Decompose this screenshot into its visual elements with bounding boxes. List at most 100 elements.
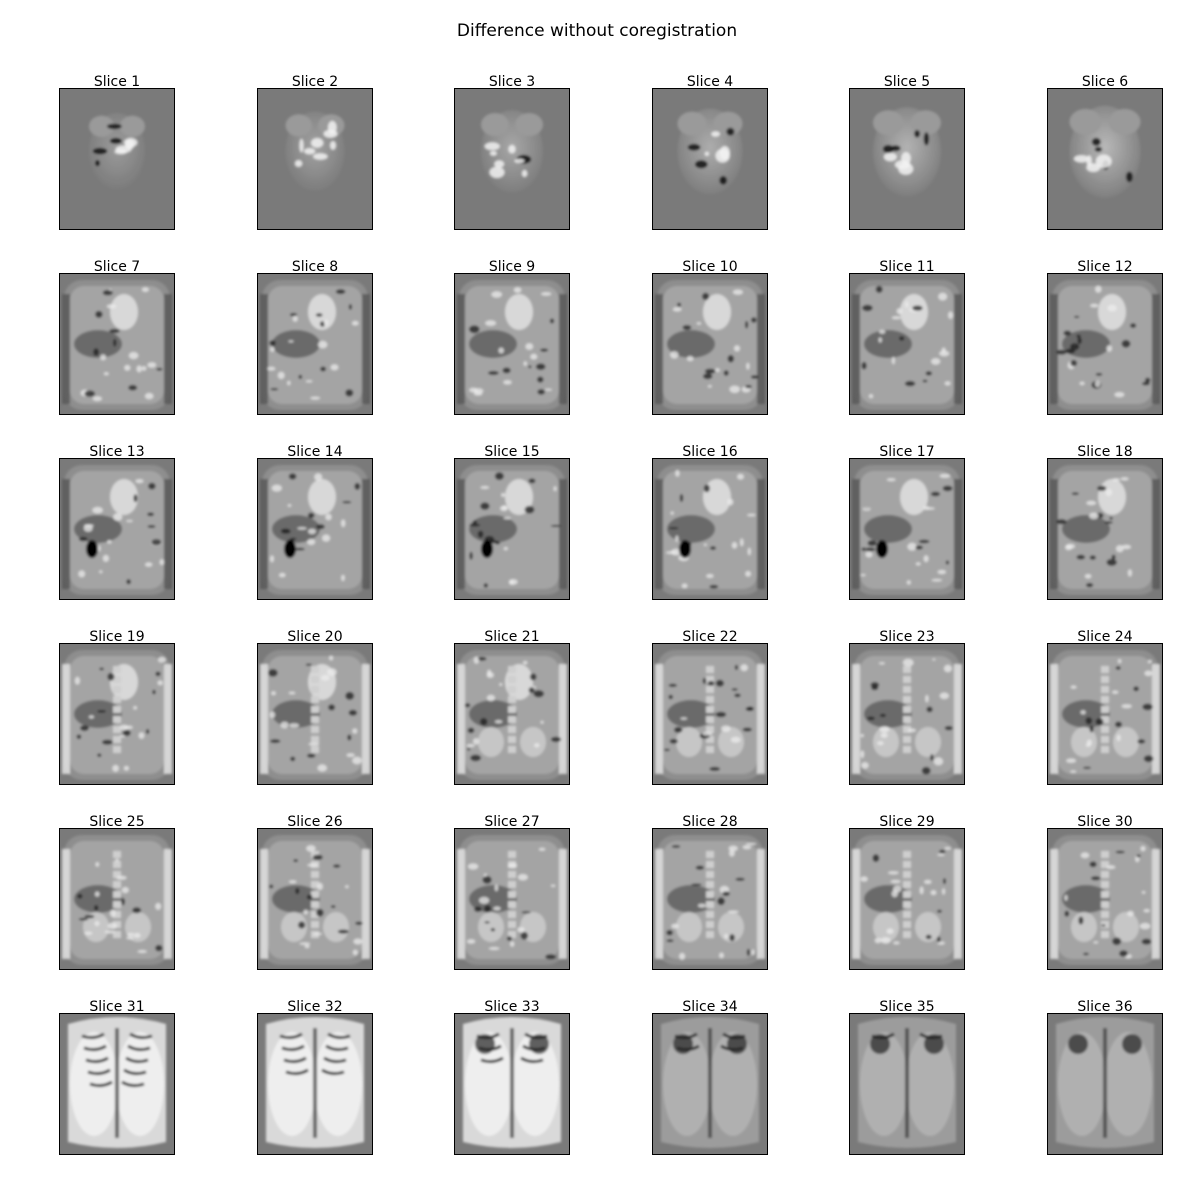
figure-title: Difference without coregistration	[456, 21, 738, 41]
slice-image	[849, 458, 965, 600]
slice-title: Slice 5	[883, 74, 931, 90]
slice-title: Slice 29	[879, 814, 935, 830]
slice-panel: Slice 7	[59, 259, 175, 419]
slice-title: Slice 17	[879, 444, 935, 460]
slice-image	[652, 1013, 768, 1155]
slice-image	[454, 643, 570, 785]
slice-panel: Slice 12	[1047, 259, 1163, 419]
slice-panel: Slice 31	[59, 999, 175, 1159]
slice-image	[1047, 458, 1163, 600]
slice-panel: Slice 4	[652, 74, 768, 234]
slice-image	[652, 458, 768, 600]
slice-panel: Slice 25	[59, 814, 175, 974]
slice-title: Slice 18	[1077, 444, 1133, 460]
slice-title: Slice 15	[484, 444, 540, 460]
slice-title: Slice 12	[1077, 259, 1133, 275]
slice-image	[849, 1013, 965, 1155]
slice-title: Slice 26	[287, 814, 343, 830]
slice-title: Slice 8	[291, 259, 339, 275]
slice-image	[59, 1013, 175, 1155]
slice-image	[454, 88, 570, 230]
slice-title: Slice 23	[879, 629, 935, 645]
slice-image	[257, 1013, 373, 1155]
slice-title: Slice 28	[682, 814, 738, 830]
slice-image	[1047, 88, 1163, 230]
slice-panel: Slice 10	[652, 259, 768, 419]
slice-panel: Slice 26	[257, 814, 373, 974]
slice-image	[257, 828, 373, 970]
slice-panel: Slice 1	[59, 74, 175, 234]
slice-panel: Slice 14	[257, 444, 373, 604]
slice-title: Slice 19	[89, 629, 145, 645]
slice-image	[849, 88, 965, 230]
slice-title: Slice 11	[879, 259, 935, 275]
slice-title: Slice 27	[484, 814, 540, 830]
slice-panel: Slice 17	[849, 444, 965, 604]
slice-panel: Slice 34	[652, 999, 768, 1159]
slice-image	[454, 458, 570, 600]
slice-title: Slice 13	[89, 444, 145, 460]
slice-panel: Slice 6	[1047, 74, 1163, 234]
slice-panel: Slice 2	[257, 74, 373, 234]
slice-image	[257, 273, 373, 415]
slice-image	[652, 88, 768, 230]
slice-title: Slice 4	[686, 74, 734, 90]
slice-image	[652, 828, 768, 970]
slice-image	[849, 828, 965, 970]
slice-panel: Slice 16	[652, 444, 768, 604]
slice-panel: Slice 35	[849, 999, 965, 1159]
slice-image	[59, 458, 175, 600]
slice-panel: Slice 3	[454, 74, 570, 234]
slice-panel: Slice 28	[652, 814, 768, 974]
slice-image	[257, 643, 373, 785]
slice-title: Slice 2	[291, 74, 339, 90]
slice-title: Slice 33	[484, 999, 540, 1015]
slice-panel: Slice 20	[257, 629, 373, 789]
slice-image	[257, 88, 373, 230]
slice-panel: Slice 8	[257, 259, 373, 419]
slice-image	[849, 643, 965, 785]
slice-title: Slice 3	[488, 74, 536, 90]
slice-panel: Slice 18	[1047, 444, 1163, 604]
slice-image	[59, 828, 175, 970]
slice-image	[652, 643, 768, 785]
slice-panel: Slice 36	[1047, 999, 1163, 1159]
slice-image	[59, 273, 175, 415]
slice-title: Slice 25	[89, 814, 145, 830]
slice-title: Slice 21	[484, 629, 540, 645]
slice-title: Slice 6	[1081, 74, 1129, 90]
slice-title: Slice 22	[682, 629, 738, 645]
slice-title: Slice 34	[682, 999, 738, 1015]
slice-image	[59, 88, 175, 230]
slice-image	[454, 828, 570, 970]
slice-image	[1047, 1013, 1163, 1155]
slice-panel: Slice 13	[59, 444, 175, 604]
slice-title: Slice 32	[287, 999, 343, 1015]
slice-title: Slice 7	[93, 259, 141, 275]
slice-panel: Slice 22	[652, 629, 768, 789]
slice-title: Slice 31	[89, 999, 145, 1015]
slice-title: Slice 35	[879, 999, 935, 1015]
slice-panel: Slice 15	[454, 444, 570, 604]
slice-image	[652, 273, 768, 415]
slice-title: Slice 20	[287, 629, 343, 645]
slice-title: Slice 16	[682, 444, 738, 460]
slice-panel: Slice 30	[1047, 814, 1163, 974]
slice-panel: Slice 11	[849, 259, 965, 419]
slice-panel: Slice 32	[257, 999, 373, 1159]
slice-title: Slice 36	[1077, 999, 1133, 1015]
slice-title: Slice 1	[93, 74, 141, 90]
slice-title: Slice 14	[287, 444, 343, 460]
slice-title: Slice 10	[682, 259, 738, 275]
slice-image	[1047, 643, 1163, 785]
slice-panel: Slice 5	[849, 74, 965, 234]
slice-image	[849, 273, 965, 415]
slice-panel: Slice 24	[1047, 629, 1163, 789]
slice-image	[1047, 273, 1163, 415]
slice-panel: Slice 27	[454, 814, 570, 974]
slice-panel: Slice 33	[454, 999, 570, 1159]
slice-panel: Slice 23	[849, 629, 965, 789]
slice-panel: Slice 19	[59, 629, 175, 789]
slice-image	[454, 1013, 570, 1155]
slice-title: Slice 30	[1077, 814, 1133, 830]
